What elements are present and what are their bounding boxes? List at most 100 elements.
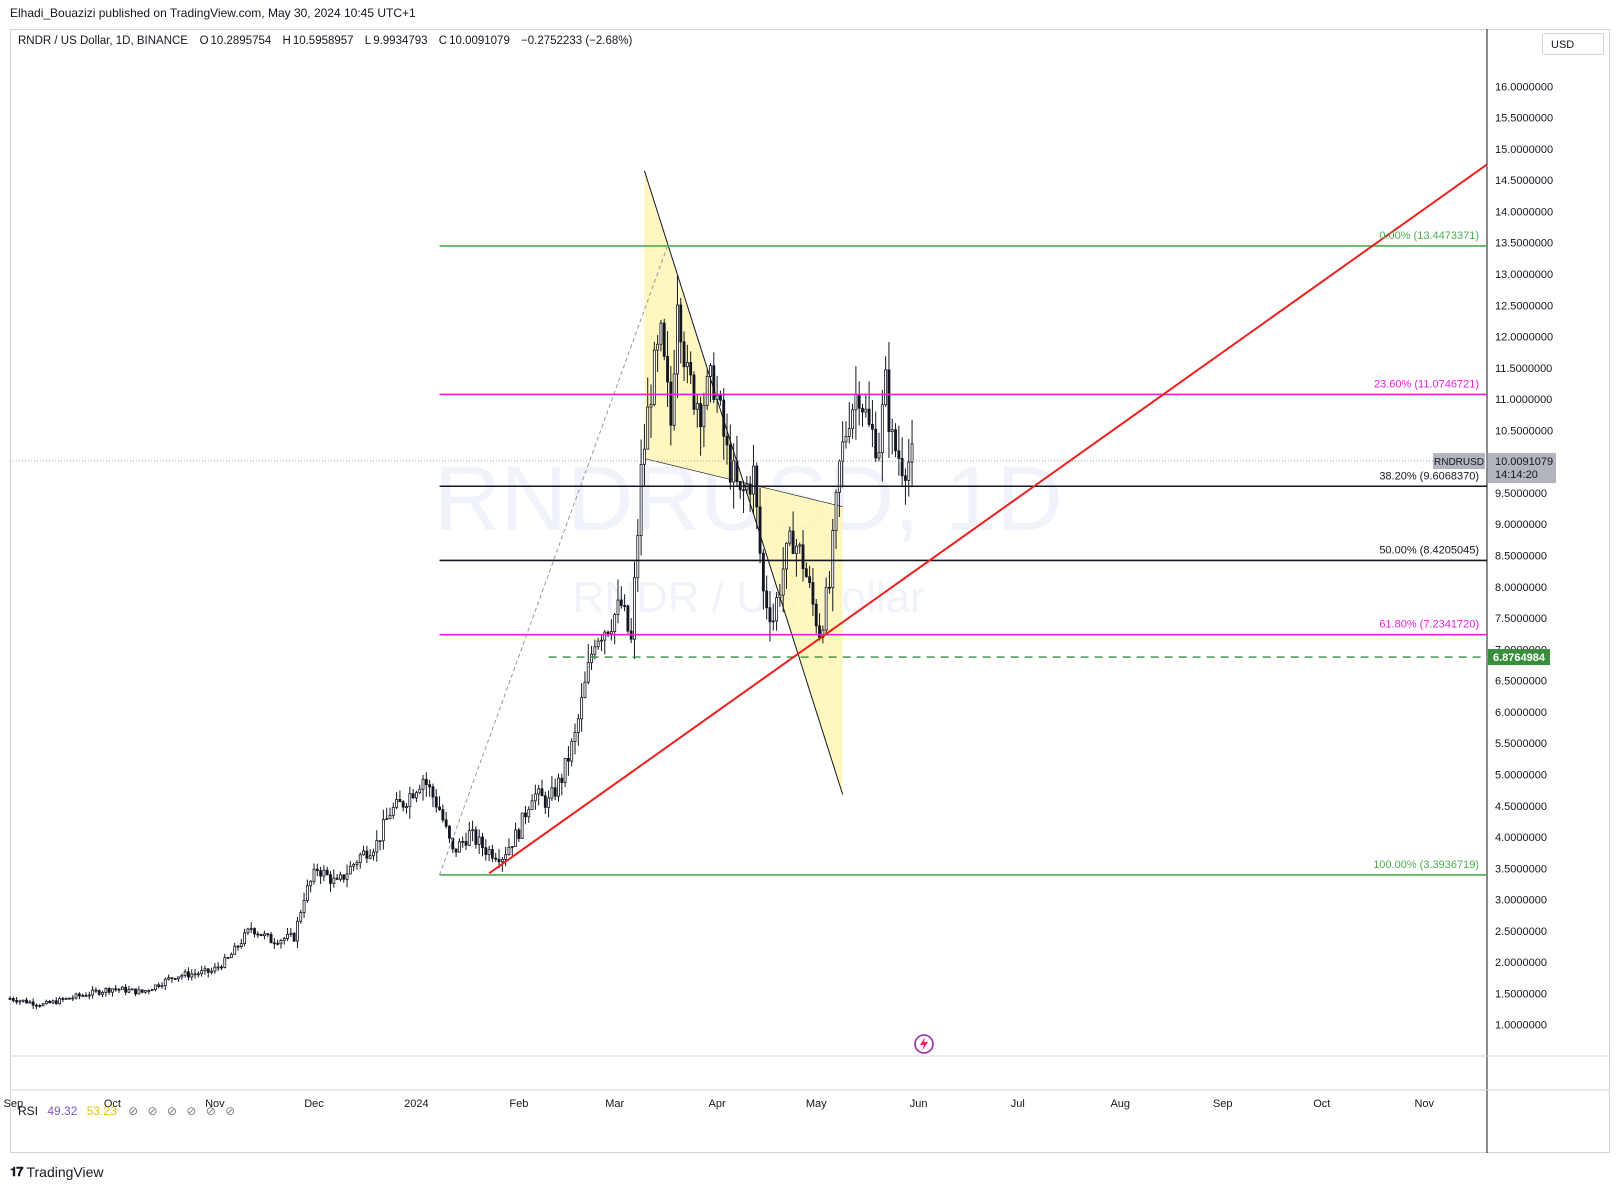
candle-body	[533, 793, 537, 802]
candle-body	[38, 1005, 42, 1007]
candle-body	[804, 568, 808, 578]
remove-icon[interactable]: ⊘	[186, 1104, 197, 1118]
fib-level-label: 61.80% (7.2341720)	[1379, 619, 1479, 631]
candle-body	[372, 851, 375, 857]
candle-body	[828, 586, 831, 589]
time-tick-label: Nov	[1414, 1098, 1434, 1110]
candle-body	[144, 990, 147, 993]
candle-body	[474, 829, 478, 845]
candle-body	[788, 530, 792, 544]
price-tick-label: 11.0000000	[1495, 394, 1552, 406]
candle-body	[461, 841, 465, 843]
candle-body	[153, 984, 157, 990]
time-tick-label: Sep	[4, 1098, 24, 1110]
candle-body	[286, 933, 289, 939]
candle-body	[190, 973, 194, 978]
candle-body	[362, 850, 365, 856]
candle-body	[596, 640, 600, 648]
candle-body	[666, 355, 669, 383]
high-value: 10.5958957	[292, 35, 354, 47]
time-tick-label: Oct	[104, 1098, 121, 1110]
close-value: 10.0091079	[449, 35, 510, 47]
candle-body	[682, 341, 686, 368]
candle-body	[904, 475, 907, 481]
symbol-label[interactable]: RNDR / US Dollar, 1D, BINANCE	[18, 35, 188, 47]
candle-body	[223, 957, 227, 968]
candle-body	[841, 441, 845, 462]
candle-body	[236, 945, 240, 948]
settings-icon[interactable]: ⊘	[128, 1104, 139, 1118]
visibility-icon[interactable]: ⊘	[147, 1104, 158, 1118]
candle-body	[104, 988, 108, 993]
candle-body	[342, 874, 346, 880]
rsi-ma-value: 53.23	[86, 1104, 117, 1118]
candle-body	[117, 988, 121, 991]
candle-body	[464, 841, 468, 846]
candle-body	[220, 966, 223, 969]
price-tick-label: 6.0000000	[1495, 707, 1547, 719]
publisher-line: Elhadi_Bouazizi published on TradingView…	[10, 6, 416, 20]
price-tick-label: 11.5000000	[1495, 363, 1552, 375]
candle-body	[282, 938, 286, 941]
more-icon[interactable]: ⊘	[205, 1104, 216, 1118]
candle-body	[101, 991, 104, 995]
candle-body	[352, 863, 356, 867]
candle-body	[398, 798, 402, 803]
close-label: C	[438, 35, 448, 47]
candle-body	[325, 869, 329, 876]
symbol-tag-bg	[1433, 453, 1485, 470]
candle-body	[431, 786, 435, 798]
candle-body	[590, 653, 593, 664]
low-value: 9.9934793	[373, 35, 428, 47]
currency-button[interactable]: USD	[1542, 33, 1604, 55]
candle-body	[170, 977, 174, 980]
candle-body	[761, 552, 765, 592]
rsi-name[interactable]: RSI	[18, 1104, 39, 1118]
candle-body	[233, 945, 237, 955]
candle-body	[77, 993, 81, 997]
candle-body	[798, 544, 802, 547]
candle-body	[296, 920, 299, 942]
candle-body	[748, 483, 752, 495]
price-tick-label: 4.0000000	[1495, 832, 1547, 844]
candle-body	[507, 846, 511, 856]
candle-body	[702, 404, 706, 428]
candle-body	[897, 450, 901, 459]
candle-body	[593, 646, 597, 655]
candle-body	[385, 818, 389, 821]
candle-body	[857, 393, 861, 409]
candle-body	[623, 605, 627, 607]
candle-body	[768, 607, 772, 623]
candle-body	[742, 489, 745, 492]
time-tick-label: Jun	[910, 1098, 928, 1110]
candle-body	[890, 429, 894, 432]
candle-body	[355, 862, 359, 865]
price-tick-label: 7.5000000	[1495, 613, 1547, 625]
time-tick-label: Mar	[605, 1098, 624, 1110]
candle-body	[487, 849, 491, 855]
candle-body	[494, 857, 498, 860]
candle-body	[319, 870, 323, 877]
candle-body	[31, 1001, 35, 1006]
candle-body	[520, 812, 524, 839]
candle-body	[381, 819, 385, 842]
candle-body	[864, 408, 868, 413]
time-tick-label: Dec	[304, 1098, 324, 1110]
candle-body	[120, 986, 124, 990]
source-icon[interactable]: ⊘	[166, 1104, 177, 1118]
candle-body	[44, 1000, 48, 1005]
candle-body	[728, 444, 732, 483]
trendline	[488, 163, 1488, 875]
candle-body	[831, 530, 835, 588]
candle-body	[870, 424, 874, 430]
candle-body	[263, 933, 266, 937]
candle-body	[58, 998, 61, 1005]
candle-body	[775, 597, 779, 622]
move-icon[interactable]: ⊘	[225, 1104, 236, 1118]
candle-body	[851, 409, 855, 429]
candle-body	[249, 928, 253, 930]
candle-body	[844, 436, 848, 443]
candle-body	[821, 629, 825, 638]
candle-body	[84, 994, 88, 997]
